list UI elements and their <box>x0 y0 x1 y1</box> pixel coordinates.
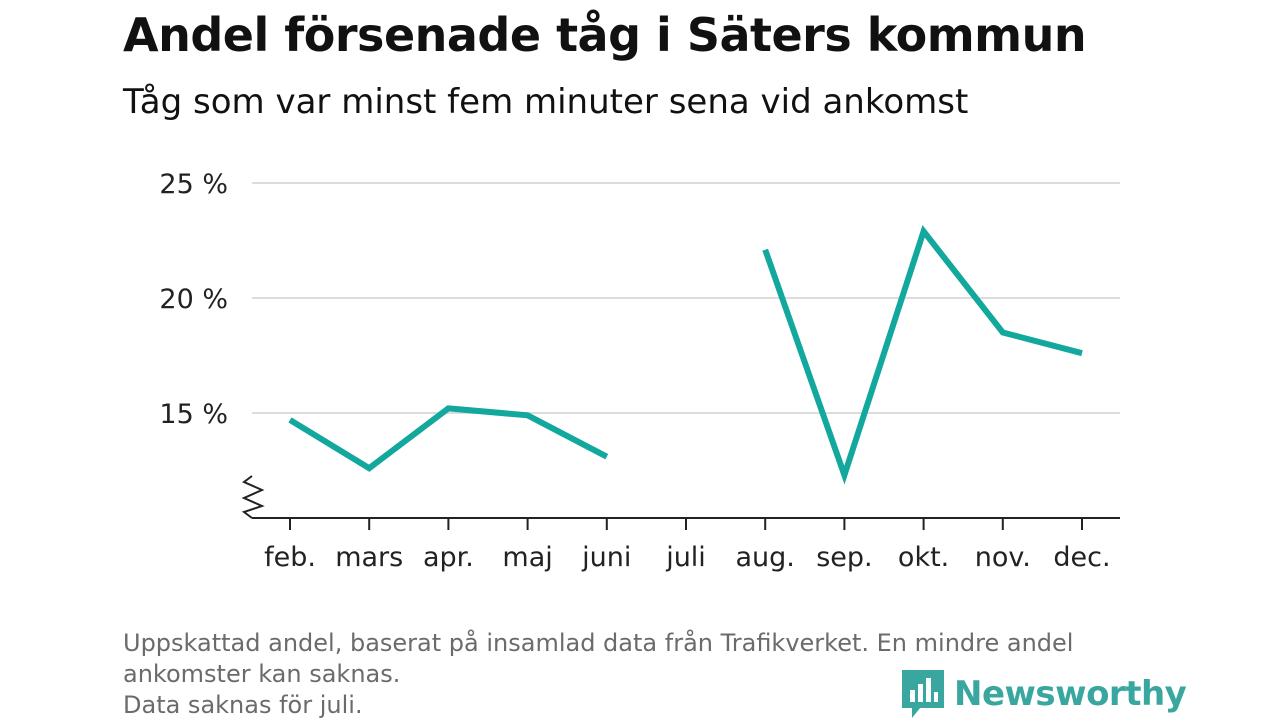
footnote-line: ankomster kan saknas. <box>123 660 401 688</box>
x-tick-label: apr. <box>423 542 474 573</box>
x-tick-label: mars <box>335 542 403 573</box>
y-tick-label: 20 % <box>159 284 228 315</box>
x-axis: feb. mars apr. maj juni juli aug. sep. okt. nov. d… <box>241 475 1120 573</box>
newsworthy-logo-icon <box>902 670 944 718</box>
x-tick-label: maj <box>502 542 552 573</box>
x-tick-label: nov. <box>975 542 1031 573</box>
y-tick-label: 15 % <box>159 399 228 430</box>
brand-logo: Newsworthy <box>902 670 1187 718</box>
x-tick-label: feb. <box>264 542 316 573</box>
x-tick-label: juni <box>581 542 631 573</box>
series-line <box>762 225 1083 485</box>
chart-subtitle: Tåg som var minst fem minuter sena vid a… <box>123 82 969 122</box>
gridlines <box>252 182 1120 414</box>
footnote: Uppskattad andel, baserat på insamlad da… <box>123 628 1163 721</box>
footnote-line: Uppskattad andel, baserat på insamlad da… <box>123 629 1074 657</box>
x-tick-label: sep. <box>816 542 872 573</box>
footnote-line: Data saknas för juli. <box>123 691 363 719</box>
axis-break-icon <box>241 475 265 519</box>
chart-title: Andel försenade tåg i Säters kommun <box>123 8 1087 62</box>
x-tick-label: dec. <box>1053 542 1110 573</box>
x-tick-label: aug. <box>736 542 795 573</box>
line-chart: 15 % 20 % 25 % feb. mars apr. maj juni juli aug.… <box>159 169 1120 573</box>
data-series <box>288 225 1083 485</box>
brand-name: Newsworthy <box>954 674 1187 714</box>
x-tick-label: juli <box>665 542 706 573</box>
y-axis-tick-labels: 15 % 20 % 25 % <box>159 169 228 430</box>
series-line <box>288 405 609 472</box>
x-tick-label: okt. <box>898 542 949 573</box>
y-tick-label: 25 % <box>159 169 228 200</box>
